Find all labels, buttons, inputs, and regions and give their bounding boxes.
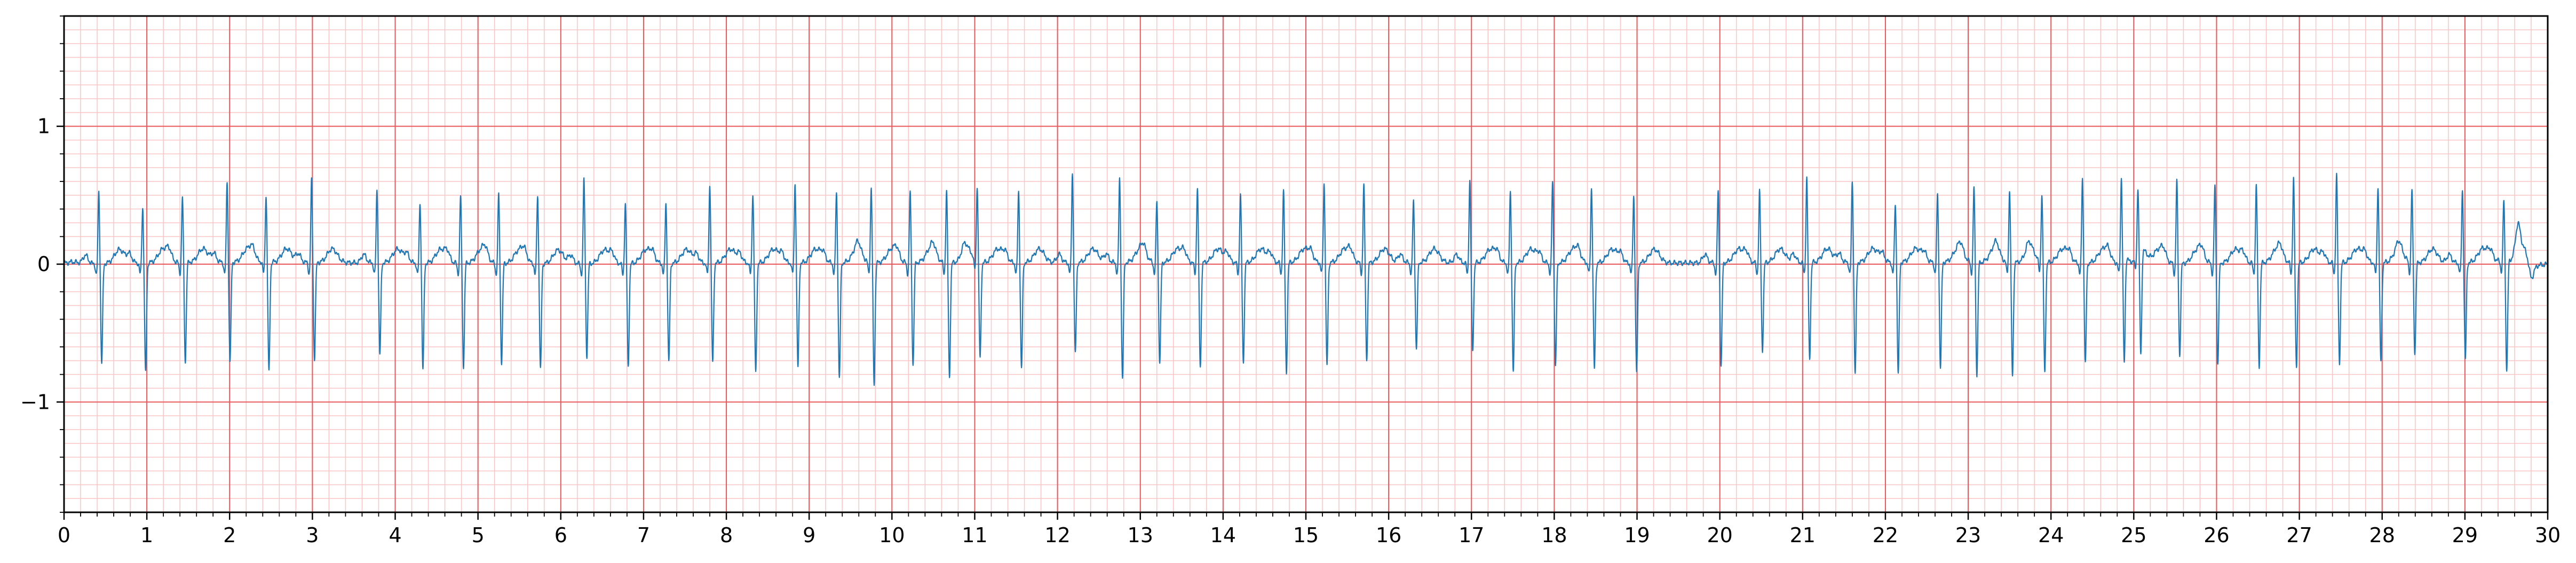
x-tick-label: 1 bbox=[140, 524, 153, 547]
x-tick-label: 26 bbox=[2204, 524, 2229, 547]
x-tick-label: 16 bbox=[1376, 524, 1401, 547]
x-tick-label: 12 bbox=[1044, 524, 1070, 547]
x-tick-label: 27 bbox=[2286, 524, 2312, 547]
x-tick-label: 24 bbox=[2038, 524, 2064, 547]
trace-layer bbox=[63, 172, 2548, 386]
x-tick-label: 4 bbox=[389, 524, 401, 547]
x-tick-label: 8 bbox=[720, 524, 733, 547]
x-tick-label: 14 bbox=[1210, 524, 1236, 547]
x-tick-label: 23 bbox=[1955, 524, 1981, 547]
x-tick-label: 13 bbox=[1128, 524, 1153, 547]
y-axis: −1 0 1 bbox=[20, 15, 64, 513]
x-tick-label: 15 bbox=[1293, 524, 1319, 547]
x-tick-label: 5 bbox=[472, 524, 485, 547]
y-tick-label: 0 bbox=[37, 252, 50, 276]
x-tick-label: 7 bbox=[637, 524, 650, 547]
x-tick-label: 30 bbox=[2535, 524, 2561, 547]
x-tick-label: 0 bbox=[58, 524, 70, 547]
x-tick-label: 21 bbox=[1790, 524, 1816, 547]
x-tick-label: 11 bbox=[962, 524, 987, 547]
x-tick-label: 2 bbox=[223, 524, 236, 547]
ecg-trace-line bbox=[63, 172, 2548, 386]
x-tick-label: 6 bbox=[554, 524, 567, 547]
x-tick-label: 17 bbox=[1459, 524, 1484, 547]
x-tick-label: 19 bbox=[1624, 524, 1650, 547]
x-tick-label: 22 bbox=[1873, 524, 1898, 547]
x-tick-label: 10 bbox=[879, 524, 905, 547]
major-grid bbox=[64, 16, 2548, 512]
y-tick-label: −1 bbox=[20, 390, 50, 414]
x-tick-label: 18 bbox=[1541, 524, 1567, 547]
x-tick-label: 20 bbox=[1707, 524, 1732, 547]
x-tick-label: 3 bbox=[306, 524, 319, 547]
x-tick-label: 25 bbox=[2121, 524, 2146, 547]
y-tick-label: 1 bbox=[37, 115, 50, 138]
x-tick-label: 29 bbox=[2452, 524, 2478, 547]
x-axis: 0 1 2 3 4 5 6 7 8 9 10 11 12 13 14 15 16 17 18 19 20 21 22 23 24… bbox=[58, 512, 2561, 547]
x-tick-label: 9 bbox=[803, 524, 815, 547]
x-tick-label: 28 bbox=[2369, 524, 2395, 547]
